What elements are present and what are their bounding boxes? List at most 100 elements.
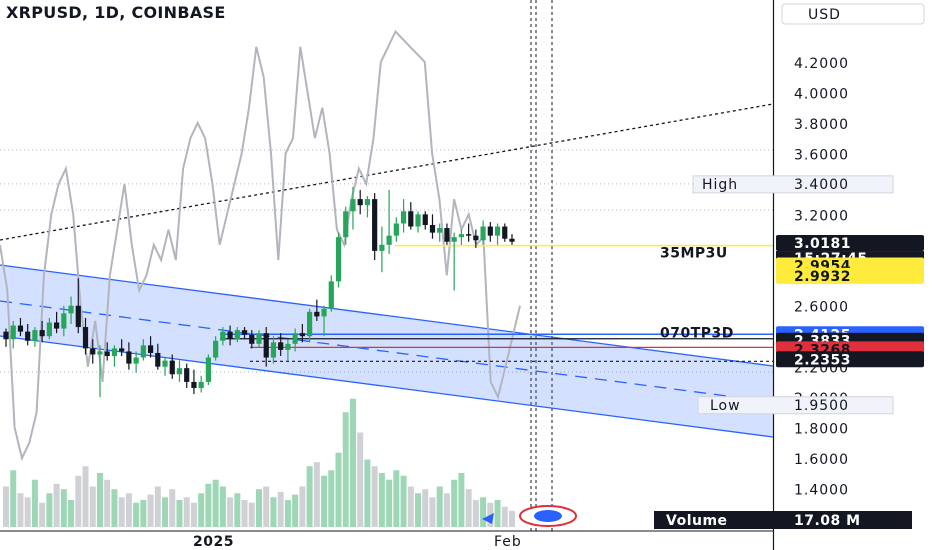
candle-body: [321, 308, 327, 317]
volume-bar: [154, 486, 161, 527]
oscillator-polyline: [0, 29, 521, 462]
candle-body: [126, 351, 132, 364]
candle-body: [480, 226, 486, 241]
volume-bar: [205, 483, 212, 527]
last-price-label: 3.0181: [794, 236, 851, 252]
volume-bar: [53, 483, 60, 527]
volume-bars: [3, 398, 515, 527]
candle-body: [364, 199, 371, 206]
volume-bar: [256, 489, 262, 527]
candle-body: [111, 348, 118, 357]
candle-body: [502, 226, 508, 239]
candle-body: [357, 199, 363, 206]
candle-body: [220, 331, 226, 341]
volume-tag-box: [654, 511, 912, 529]
candlesticks: [3, 186, 515, 398]
candle-body: [191, 381, 197, 388]
candle-body: [90, 348, 96, 355]
currency-label: USD: [808, 7, 841, 23]
volume-bar: [82, 466, 89, 527]
candle-body: [54, 322, 60, 329]
low-tag-label: Low: [710, 398, 741, 414]
axis-tick-label: 4.2000: [794, 56, 849, 72]
volume-bar: [147, 494, 154, 527]
candle-body: [350, 199, 356, 212]
regression-channel: [0, 103, 774, 438]
volume-bar: [328, 470, 335, 527]
channel-mid-line: [0, 300, 774, 403]
volume-bar: [212, 479, 219, 527]
volume-bar: [335, 452, 342, 527]
axis-tick-label: 3.8000: [794, 117, 849, 133]
axis-tick-label: 2.6000: [794, 300, 849, 316]
volume-bar: [190, 502, 197, 527]
level-name-070tp3d: 070TP3D: [660, 326, 734, 342]
volume-bar: [125, 493, 132, 527]
candle-body: [234, 330, 240, 340]
candle-body: [3, 331, 9, 340]
candle-body: [82, 327, 89, 349]
candle-body: [213, 340, 219, 358]
volume-bar: [104, 479, 111, 527]
volume-bar: [263, 486, 270, 527]
time-axis-label-feb: Feb: [494, 534, 522, 550]
volume-bar: [277, 491, 284, 527]
volume-bar: [234, 493, 241, 527]
volume-bar: [140, 500, 147, 527]
volume-bar: [494, 500, 501, 527]
candle-body: [75, 305, 81, 328]
volume-tag-label: Volume: [666, 513, 728, 529]
trend-line-upper: [0, 103, 774, 241]
volume-bar: [393, 470, 400, 527]
candle-body: [328, 281, 334, 309]
candle-body: [104, 351, 110, 357]
candle-body: [119, 348, 125, 352]
volume-bar: [183, 497, 190, 527]
volume-bar: [60, 489, 67, 527]
volume-bar: [407, 486, 414, 527]
event-arrow-icon: [482, 513, 494, 524]
volume-bar: [96, 473, 103, 527]
candle-body: [133, 357, 139, 364]
price-labels: 3.018115:27:452.99542.99322.41252.38332.…: [654, 175, 924, 529]
level-name-35mp3u: 35MP3U: [660, 246, 728, 262]
axis-tick-label: 1.8000: [794, 422, 849, 438]
level-label-2-2353-box: [776, 351, 924, 368]
level-label-2-9932: 2.9932: [794, 269, 851, 285]
volume-bar: [219, 486, 226, 527]
volume-bar: [371, 466, 378, 527]
axis-tick-label: 3.2000: [794, 208, 849, 224]
candle-body: [263, 333, 269, 358]
candle-body: [184, 368, 190, 382]
candle-body: [270, 342, 277, 358]
candle-body: [176, 368, 183, 375]
candle-body: [437, 228, 443, 233]
level-lines: 35MP3U 070TP3D: [0, 183, 773, 362]
volume-bar: [349, 398, 356, 527]
volume-bar: [465, 489, 472, 527]
volume-bar: [357, 432, 364, 527]
chart-grid: [0, 0, 773, 531]
candle-body: [422, 214, 428, 225]
volume-bar: [176, 500, 183, 527]
time-axis: 2025 Feb: [0, 505, 773, 550]
candle-body: [343, 211, 349, 238]
volume-bar: [24, 497, 31, 527]
candle-body: [451, 237, 457, 242]
volume-bar: [292, 494, 299, 527]
volume-bar: [39, 502, 46, 527]
candle-body: [379, 244, 385, 251]
candle-body: [140, 345, 146, 358]
candle-body: [241, 330, 248, 335]
candle-body: [10, 325, 16, 340]
candle-body: [386, 235, 392, 245]
volume-bar: [198, 493, 205, 527]
candle-body: [227, 331, 233, 340]
volume-bar: [68, 500, 75, 527]
candle-body: [292, 333, 298, 344]
candle-body: [372, 199, 378, 251]
volume-bar: [451, 479, 458, 527]
low-tag-box: [697, 396, 894, 415]
axis-tick-label: 3.6000: [794, 147, 849, 163]
